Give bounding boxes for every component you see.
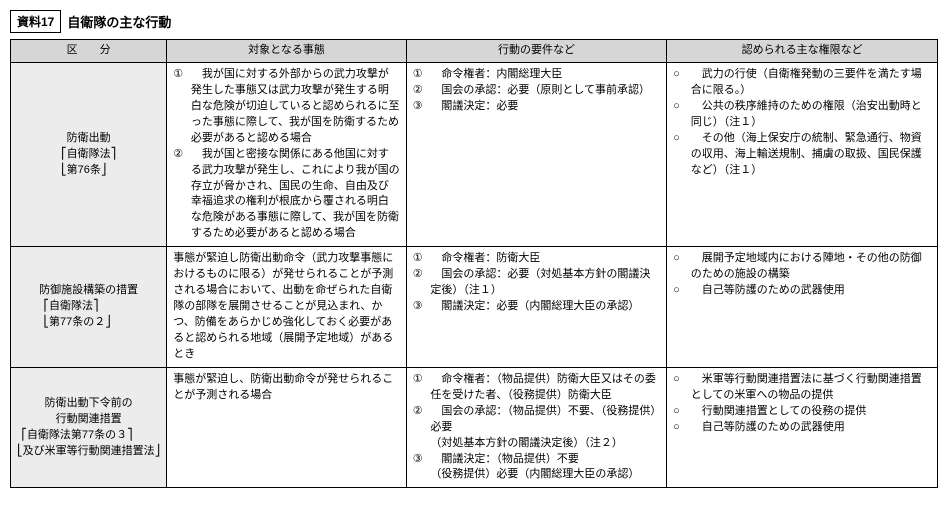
document-header: 資料17 自衛隊の主な行動 xyxy=(10,10,938,33)
cell-requirements: ① 命令権者：内閣総理大臣② 国会の承認：必要（原則として事前承認）③ 閣議決定… xyxy=(406,62,666,246)
reference-tag: 資料17 xyxy=(10,10,61,33)
table-row: 防衛出動⎡自衛隊法⎤⎣第76条⎦① 我が国に対する外部からの武力攻撃が発生した事… xyxy=(11,62,938,246)
cell-situation: 事態が緊迫し、防衛出動命令が発せられることが予測される場合 xyxy=(167,367,407,488)
cell-requirements: ① 命令権者：防衛大臣② 国会の承認：必要（対処基本方針の閣議決定後）（注１）③… xyxy=(406,247,666,368)
cell-authority: ○ 米軍等行動関連措置法に基づく行動関連措置としての米軍への物品の提供○ 行動関… xyxy=(667,367,938,488)
col-header-authority: 認められる主な権限など xyxy=(667,40,938,63)
col-header-category: 区 分 xyxy=(11,40,167,63)
main-table: 区 分 対象となる事態 行動の要件など 認められる主な権限など 防衛出動⎡自衛隊… xyxy=(10,39,938,488)
cell-requirements: ① 命令権者：（物品提供）防衛大臣又はその委任を受けた者、（役務提供）防衛大臣②… xyxy=(406,367,666,488)
document-title: 自衛隊の主な行動 xyxy=(67,12,171,31)
table-row: 防衛出動下令前の行動関連措置⎡自衛隊法第77条の３⎤⎣及び米軍等行動関連措置法⎦… xyxy=(11,367,938,488)
table-row: 防御施設構築の措置⎡自衛隊法⎤⎣第77条の２⎦事態が緊迫し防衛出動命令（武力攻撃… xyxy=(11,247,938,368)
col-header-situation: 対象となる事態 xyxy=(167,40,407,63)
row-category: 防御施設構築の措置⎡自衛隊法⎤⎣第77条の２⎦ xyxy=(11,247,167,368)
row-category: 防衛出動下令前の行動関連措置⎡自衛隊法第77条の３⎤⎣及び米軍等行動関連措置法⎦ xyxy=(11,367,167,488)
cell-authority: ○ 武力の行使（自衛権発動の三要件を満たす場合に限る。）○ 公共の秩序維持のため… xyxy=(667,62,938,246)
table-header-row: 区 分 対象となる事態 行動の要件など 認められる主な権限など xyxy=(11,40,938,63)
cell-authority: ○ 展開予定地域内における陣地・その他の防御のための施設の構築○ 自己等防護のた… xyxy=(667,247,938,368)
row-category: 防衛出動⎡自衛隊法⎤⎣第76条⎦ xyxy=(11,62,167,246)
col-header-requirements: 行動の要件など xyxy=(406,40,666,63)
cell-situation: 事態が緊迫し防衛出動命令（武力攻撃事態におけるものに限る）が発せられることが予測… xyxy=(167,247,407,368)
cell-situation: ① 我が国に対する外部からの武力攻撃が発生した事態又は武力攻撃が発生する明白な危… xyxy=(167,62,407,246)
